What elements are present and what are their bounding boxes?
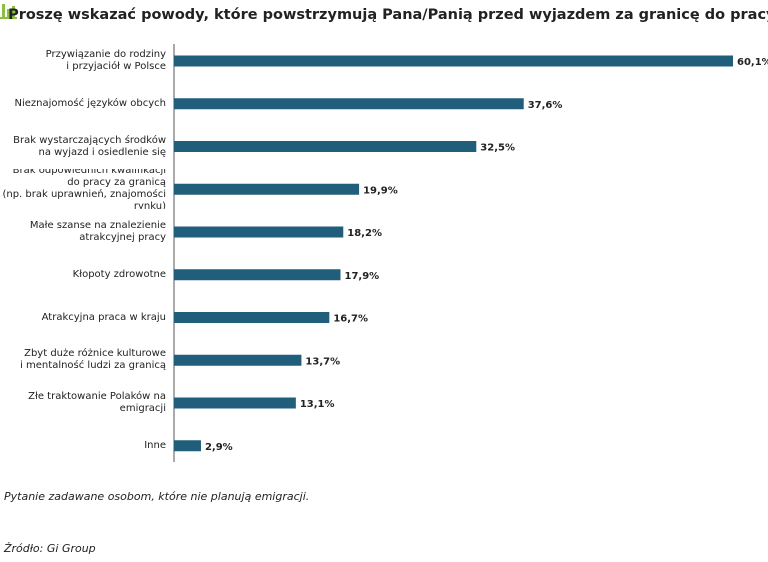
chart-title: Proszę wskazać powody, które powstrzymuj… xyxy=(8,7,768,23)
note: Pytanie zadawane osobom, które nie planu… xyxy=(4,490,309,503)
logo-icon xyxy=(0,4,17,19)
bar xyxy=(174,440,201,452)
value-label: 19,9% xyxy=(363,185,398,196)
bar xyxy=(174,55,733,67)
bar xyxy=(174,183,360,195)
value-label: 18,2% xyxy=(347,228,382,239)
category-label-box: Zbyt duże różnice kulturowe i mentalność… xyxy=(20,348,166,372)
value-label: 13,7% xyxy=(305,356,340,367)
category-label: Inne xyxy=(144,439,166,451)
bar xyxy=(174,397,296,409)
value-label: 17,9% xyxy=(344,271,379,282)
category-label-box: Kłopoty zdrowotne xyxy=(72,268,166,280)
value-label: 16,7% xyxy=(333,314,368,325)
bar xyxy=(174,354,302,366)
value-label: 32,5% xyxy=(480,143,515,154)
bar xyxy=(174,269,341,281)
category-label: Złe traktowanie Polaków na emigracji xyxy=(28,391,166,414)
category-label: Przywiązanie do rodziny i przyjaciół w P… xyxy=(45,49,166,72)
value-label: 37,6% xyxy=(528,100,563,111)
category-label-box: Nieznajomość języków obcych xyxy=(14,97,167,109)
source: Źródło: Gi Group xyxy=(3,542,96,555)
value-label: 60,1% xyxy=(737,57,768,68)
category-label-box: Brak odpowiednich kwalifikacji do pracy … xyxy=(2,169,166,210)
category-label: Brak wystarczających środków na wyjazd i… xyxy=(13,134,166,158)
bar xyxy=(174,226,344,238)
value-label: 13,1% xyxy=(300,399,335,410)
category-label-box: Złe traktowanie Polaków na emigracji xyxy=(28,391,166,414)
category-label: Atrakcyjna praca w kraju xyxy=(41,311,166,323)
category-label: Zbyt duże różnice kulturowe i mentalność… xyxy=(20,348,166,372)
category-label: Nieznajomość języków obcych xyxy=(14,97,167,109)
category-label-box: Małe szanse na znalezienie atrakcyjnej p… xyxy=(29,220,166,243)
bar xyxy=(174,98,524,110)
category-label: Brak odpowiednich kwalifikacji do pracy … xyxy=(2,169,166,210)
category-label-box: Przywiązanie do rodziny i przyjaciół w P… xyxy=(45,49,166,72)
category-label-box: Atrakcyjna praca w kraju xyxy=(41,311,166,323)
bar xyxy=(174,312,330,323)
category-label: Małe szanse na znalezienie atrakcyjnej p… xyxy=(29,220,166,243)
category-label: Kłopoty zdrowotne xyxy=(72,268,166,280)
category-label-box: Inne xyxy=(144,439,166,451)
value-label: 2,9% xyxy=(205,442,233,453)
bar xyxy=(174,141,477,152)
category-label-box: Brak wystarczających środków na wyjazd i… xyxy=(13,134,166,158)
